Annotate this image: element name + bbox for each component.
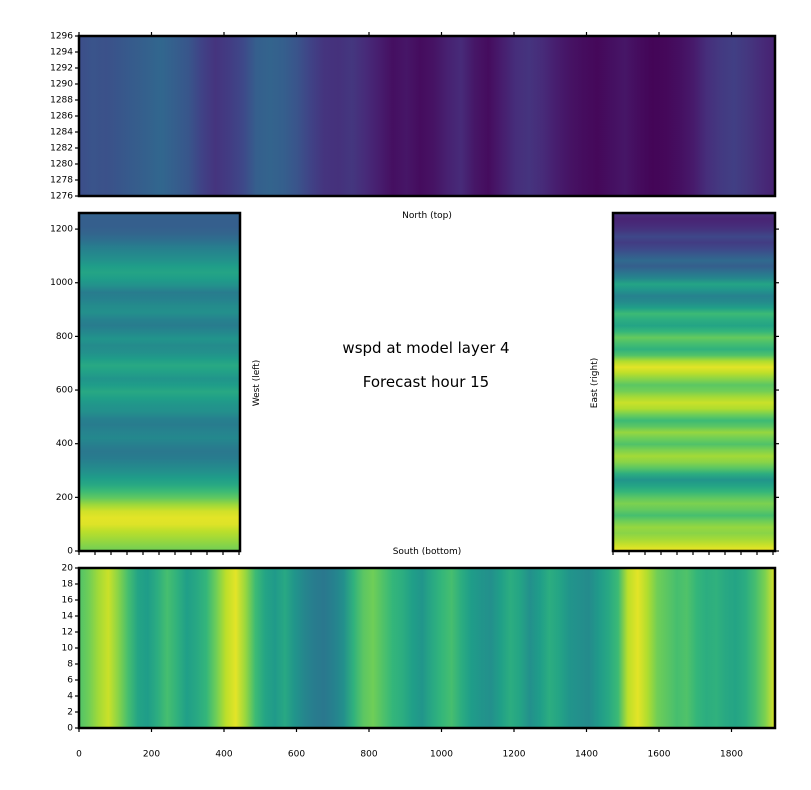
tick-label: 8 xyxy=(67,660,73,670)
tick-label: 600 xyxy=(288,750,305,760)
north-caption: North (top) xyxy=(402,211,452,221)
heatmap-field xyxy=(613,213,775,551)
tick-label: 1286 xyxy=(50,112,73,122)
tick-label: 1400 xyxy=(575,750,598,760)
heatmap-field xyxy=(79,568,775,728)
tick-label: 0 xyxy=(76,750,82,760)
tick-label: 20 xyxy=(62,564,74,574)
tick-label: 1294 xyxy=(50,48,73,58)
tick-label: 1276 xyxy=(50,192,73,202)
heatmap-field xyxy=(79,213,240,551)
south-caption: South (bottom) xyxy=(393,547,462,557)
tick-label: 1000 xyxy=(430,750,453,760)
east-caption: East (right) xyxy=(590,358,600,408)
tick-label: 4 xyxy=(67,692,73,702)
tick-label: 1282 xyxy=(50,144,73,154)
panel-frame xyxy=(611,211,777,553)
tick-label: 16 xyxy=(62,596,74,606)
tick-label: 1000 xyxy=(50,278,73,288)
tick-label: 2 xyxy=(67,708,73,718)
tick-label: 1200 xyxy=(503,750,526,760)
tick-label: 1278 xyxy=(50,176,73,186)
tick-label: 1200 xyxy=(50,225,73,235)
north-panel: 1276 1278 1280 1282 1284 1286 1288 1290 1292 1294… xyxy=(50,32,777,202)
east-panel xyxy=(611,211,779,555)
west-caption: West (left) xyxy=(252,360,262,407)
tick-label: 200 xyxy=(143,750,160,760)
tick-label: 1800 xyxy=(720,750,743,760)
tick-label: 18 xyxy=(62,580,74,590)
tick-label: 0 xyxy=(67,724,73,734)
tick-label: 400 xyxy=(215,750,232,760)
tick-label: 1292 xyxy=(50,64,73,74)
tick-label: 600 xyxy=(56,386,73,396)
heatmap-field xyxy=(79,36,775,196)
tick-label: 10 xyxy=(62,644,74,654)
tick-label: 1284 xyxy=(50,128,73,138)
tick-label: 1288 xyxy=(50,96,73,106)
center-title-line1: wspd at model layer 4 xyxy=(342,339,509,357)
tick-label: 14 xyxy=(62,612,74,622)
tick-label: 200 xyxy=(56,493,73,503)
tick-label: 0 xyxy=(67,547,73,557)
tick-label: 1280 xyxy=(50,160,73,170)
tick-label: 400 xyxy=(56,439,73,449)
tick-label: 800 xyxy=(360,750,377,760)
tick-label: 800 xyxy=(56,332,73,342)
center-title-line2: Forecast hour 15 xyxy=(363,373,489,391)
west-panel: 0 200 400 600 800 1000 1200 xyxy=(50,211,242,557)
tick-label: 12 xyxy=(62,628,73,638)
tick-label: 1600 xyxy=(648,750,671,760)
tick-label: 1296 xyxy=(50,32,73,42)
tick-label: 6 xyxy=(67,676,73,686)
tick-label: 1290 xyxy=(50,80,73,90)
